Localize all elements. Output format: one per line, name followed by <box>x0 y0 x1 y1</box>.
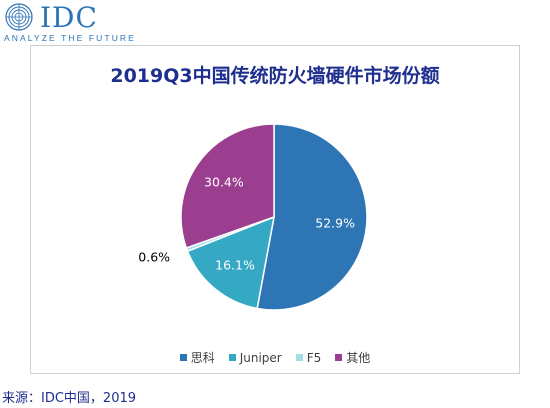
pie-slice-1 <box>186 215 275 310</box>
legend-item-2: F5 <box>295 349 322 366</box>
logo-brand: IDC <box>40 1 98 34</box>
legend-swatch-2 <box>295 354 303 361</box>
idc-logo-mark-icon <box>5 3 33 31</box>
legend-item-1: Juniper <box>228 349 282 366</box>
idc-logo: IDC ANALYZE THE FUTURE <box>4 1 136 46</box>
logo-tagline: ANALYZE THE FUTURE <box>4 33 136 43</box>
chart-title: 2019Q3中国传统防火墙硬件市场份额 <box>110 65 440 87</box>
legend-swatch-0 <box>179 354 187 361</box>
legend-item-0: 思科 <box>179 349 215 366</box>
pie-slice-3 <box>180 123 275 249</box>
source-note: 来源：IDC中国，2019 <box>2 391 137 406</box>
legend-label-0: 思科 <box>190 351 215 365</box>
legend-swatch-1 <box>228 354 236 361</box>
legend-label-2: F5 <box>306 350 322 365</box>
legend-label-1: Juniper <box>239 350 282 365</box>
legend-label-3: 其他 <box>346 351 371 365</box>
legend-item-3: 其他 <box>335 349 370 366</box>
pie-data-label-1: 16.1% <box>215 257 255 272</box>
chart-legend: 思科 Juniper F5 其他 <box>30 349 520 366</box>
pie-data-label-0: 52.9% <box>315 216 355 231</box>
pie-data-label-2: 0.6% <box>138 250 170 265</box>
pie-data-label-3: 30.4% <box>204 175 244 190</box>
pie-slice-0 <box>256 123 368 311</box>
chart-frame <box>30 45 520 374</box>
legend-swatch-3 <box>335 354 343 361</box>
